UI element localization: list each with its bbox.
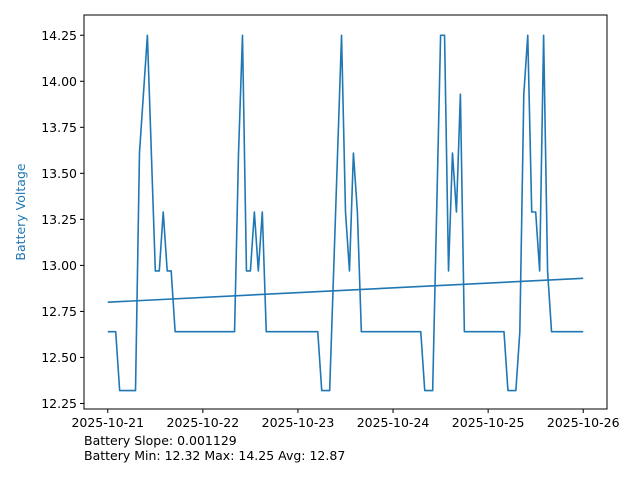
y-tick-label: 14.00	[41, 74, 77, 89]
x-tick-label: 2025-10-22	[167, 415, 240, 430]
axes-frame	[83, 14, 608, 410]
x-tick-label: 2025-10-23	[262, 415, 335, 430]
y-tick-label: 13.50	[41, 166, 77, 181]
y-tick-label: 13.25	[41, 212, 77, 227]
battery-stats: Battery Slope: 0.001129 Battery Min: 12.…	[84, 433, 345, 463]
y-tick-label: 12.25	[41, 396, 77, 411]
y-tick-label: 13.75	[41, 120, 77, 135]
x-tick-label: 2025-10-25	[452, 415, 525, 430]
y-tick-label: 14.25	[41, 28, 77, 43]
y-axis-label: Battery Voltage	[13, 163, 28, 260]
y-tick-label: 12.50	[41, 350, 77, 365]
voltage-series-line	[107, 34, 584, 392]
trend-line	[107, 277, 584, 304]
x-axis-ticks: 2025-10-21 2025-10-22 2025-10-23 2025-10-24…	[71, 409, 620, 430]
y-axis-ticks: 12.25 12.50 12.75 13.00 13.25 13.50 13.75 14.00…	[41, 28, 84, 411]
battery-minmax-avg-text: Battery Min: 12.32 Max: 14.25 Avg: 12.87	[84, 448, 346, 463]
x-tick-label: 2025-10-24	[357, 415, 430, 430]
x-tick-label: 2025-10-26	[547, 415, 620, 430]
y-tick-label: 12.75	[41, 304, 77, 319]
y-tick-label: 13.00	[41, 258, 77, 273]
battery-slope-text: Battery Slope: 0.001129	[84, 433, 237, 448]
series-layer	[107, 34, 584, 392]
x-tick-label: 2025-10-21	[71, 415, 144, 430]
